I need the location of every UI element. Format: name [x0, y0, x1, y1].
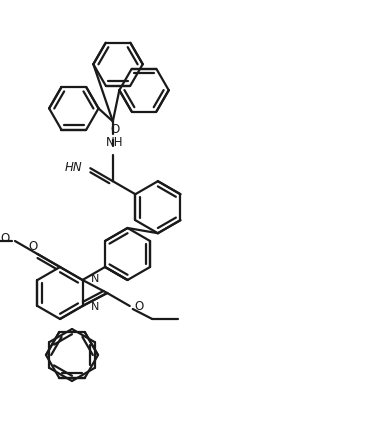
- Text: N: N: [90, 302, 99, 312]
- Text: NH: NH: [106, 136, 124, 149]
- Text: N: N: [90, 274, 99, 284]
- Text: O: O: [1, 231, 10, 245]
- Text: O: O: [29, 241, 38, 253]
- Text: O: O: [110, 123, 119, 136]
- Text: HN: HN: [65, 161, 82, 174]
- Text: O: O: [135, 301, 144, 313]
